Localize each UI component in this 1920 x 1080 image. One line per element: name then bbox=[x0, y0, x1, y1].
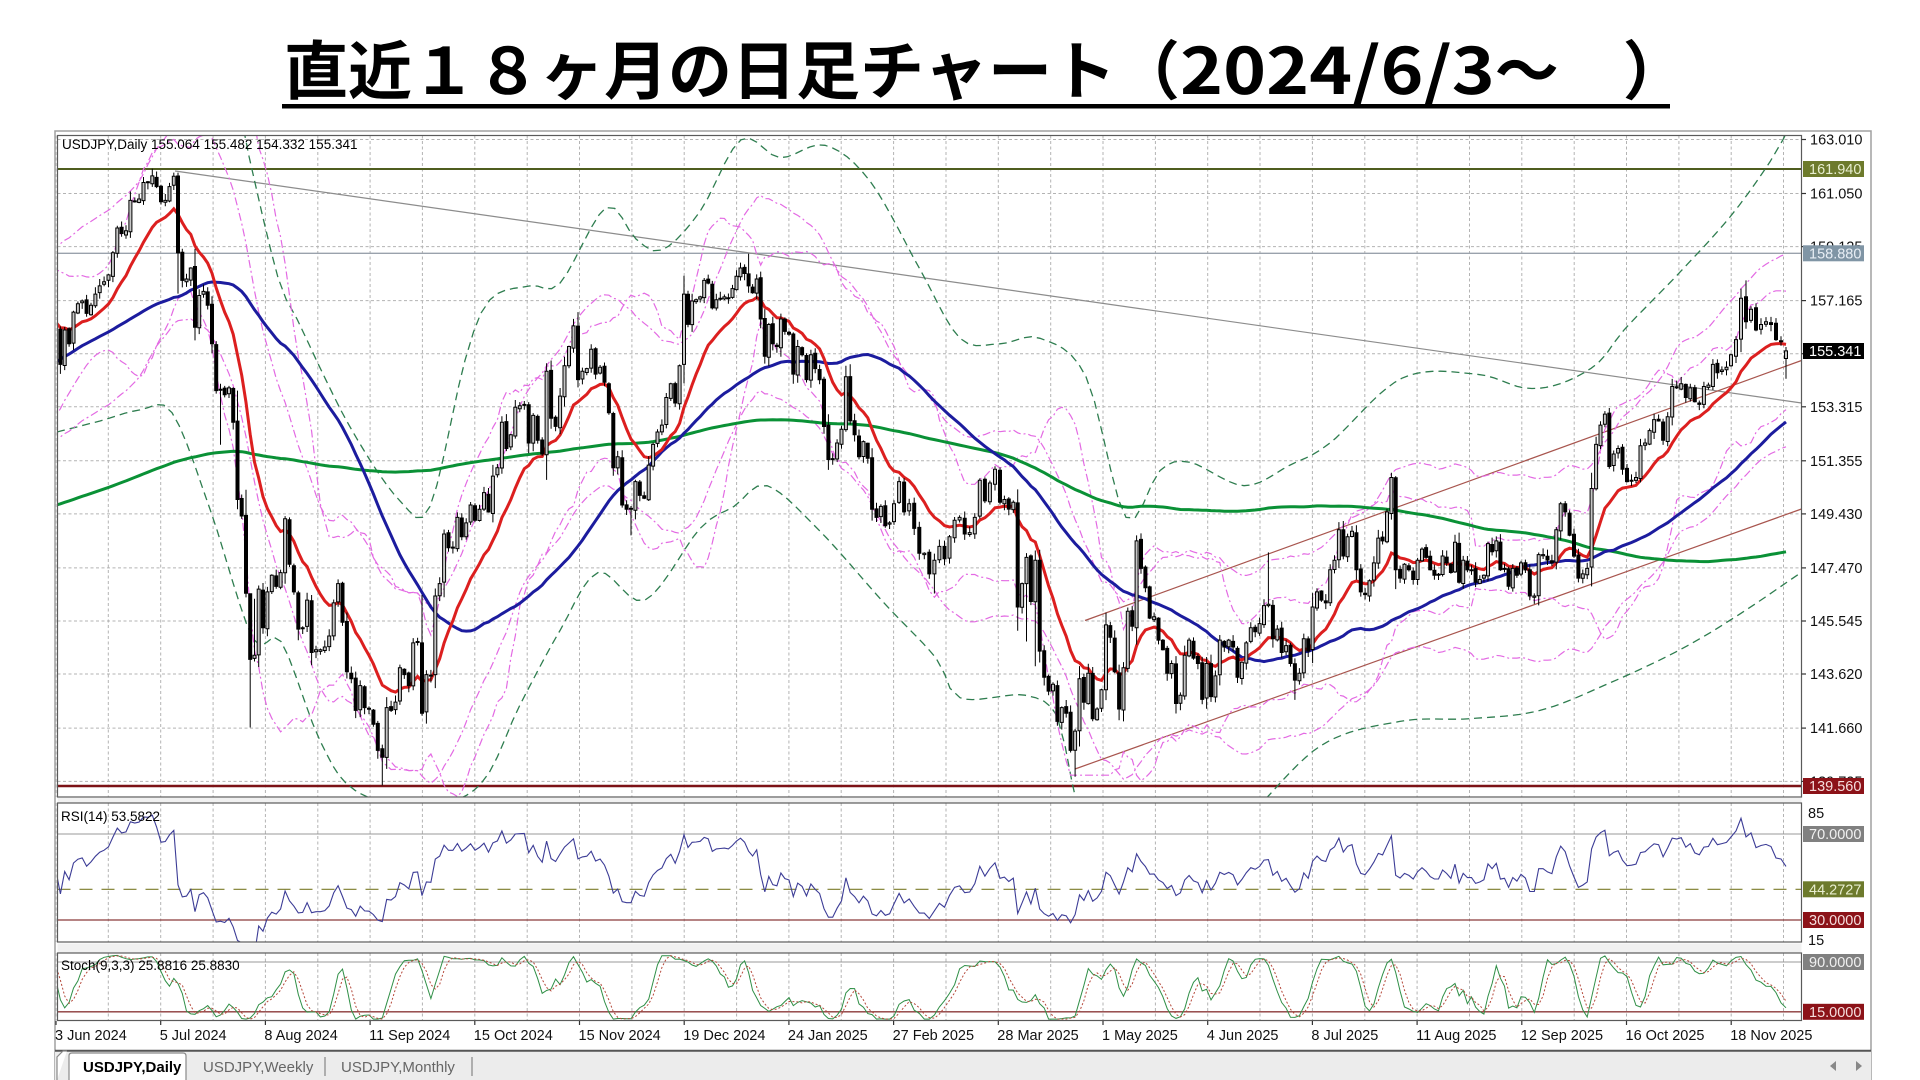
svg-text:163.010: 163.010 bbox=[1810, 133, 1862, 149]
svg-text:145.545: 145.545 bbox=[1810, 614, 1862, 630]
svg-text:30.0000: 30.0000 bbox=[1809, 913, 1861, 929]
svg-text:157.165: 157.165 bbox=[1810, 294, 1862, 310]
svg-text:11 Sep 2024: 11 Sep 2024 bbox=[369, 1028, 450, 1044]
svg-text:USDJPY,Monthly: USDJPY,Monthly bbox=[341, 1059, 455, 1076]
svg-text:151.355: 151.355 bbox=[1810, 454, 1862, 470]
svg-text:11 Aug 2025: 11 Aug 2025 bbox=[1416, 1028, 1496, 1044]
svg-text:15 Nov 2024: 15 Nov 2024 bbox=[579, 1028, 661, 1044]
svg-text:139.560: 139.560 bbox=[1809, 779, 1861, 795]
svg-text:24 Jan 2025: 24 Jan 2025 bbox=[788, 1028, 868, 1044]
svg-text:143.620: 143.620 bbox=[1810, 667, 1862, 683]
svg-text:149.430: 149.430 bbox=[1810, 507, 1862, 523]
svg-text:147.470: 147.470 bbox=[1810, 561, 1862, 577]
svg-text:85: 85 bbox=[1808, 806, 1824, 822]
svg-text:USDJPY,Daily 155.064 155.482: USDJPY,Daily 155.064 155.482 154.332 155… bbox=[62, 137, 357, 152]
svg-text:44.2727: 44.2727 bbox=[1809, 882, 1861, 898]
svg-text:28 Mar 2025: 28 Mar 2025 bbox=[997, 1028, 1078, 1044]
svg-text:RSI(14) 53.5822: RSI(14) 53.5822 bbox=[61, 809, 160, 824]
svg-text:18 Nov 2025: 18 Nov 2025 bbox=[1730, 1028, 1812, 1044]
svg-text:90.0000: 90.0000 bbox=[1809, 955, 1861, 971]
svg-text:155.341: 155.341 bbox=[1809, 344, 1861, 360]
svg-text:158.880: 158.880 bbox=[1809, 246, 1861, 262]
svg-text:USDJPY,Weekly: USDJPY,Weekly bbox=[203, 1059, 314, 1076]
svg-text:4 Jun 2025: 4 Jun 2025 bbox=[1207, 1028, 1279, 1044]
svg-text:15: 15 bbox=[1808, 933, 1824, 949]
svg-text:19 Dec 2024: 19 Dec 2024 bbox=[683, 1028, 765, 1044]
svg-text:141.660: 141.660 bbox=[1810, 721, 1862, 737]
svg-text:70.0000: 70.0000 bbox=[1809, 827, 1861, 843]
svg-text:15.0000: 15.0000 bbox=[1809, 1005, 1861, 1021]
svg-text:8 Aug 2024: 8 Aug 2024 bbox=[264, 1028, 337, 1044]
svg-text:15 Oct 2024: 15 Oct 2024 bbox=[474, 1028, 553, 1044]
svg-text:16 Oct 2025: 16 Oct 2025 bbox=[1626, 1028, 1705, 1044]
svg-text:1 May 2025: 1 May 2025 bbox=[1102, 1028, 1178, 1044]
svg-text:5 Jul 2024: 5 Jul 2024 bbox=[160, 1028, 227, 1044]
svg-text:27 Feb 2025: 27 Feb 2025 bbox=[893, 1028, 974, 1044]
svg-text:8 Jul 2025: 8 Jul 2025 bbox=[1311, 1028, 1378, 1044]
svg-text:3 Jun 2024: 3 Jun 2024 bbox=[55, 1028, 127, 1044]
svg-text:Stoch(9,3,3) 25.8816 25.8830: Stoch(9,3,3) 25.8816 25.8830 bbox=[61, 958, 240, 973]
svg-text:12 Sep 2025: 12 Sep 2025 bbox=[1521, 1028, 1603, 1044]
svg-text:153.315: 153.315 bbox=[1810, 400, 1862, 416]
svg-text:161.050: 161.050 bbox=[1810, 187, 1862, 203]
svg-text:USDJPY,Daily: USDJPY,Daily bbox=[83, 1059, 182, 1076]
svg-text:161.940: 161.940 bbox=[1809, 162, 1861, 178]
